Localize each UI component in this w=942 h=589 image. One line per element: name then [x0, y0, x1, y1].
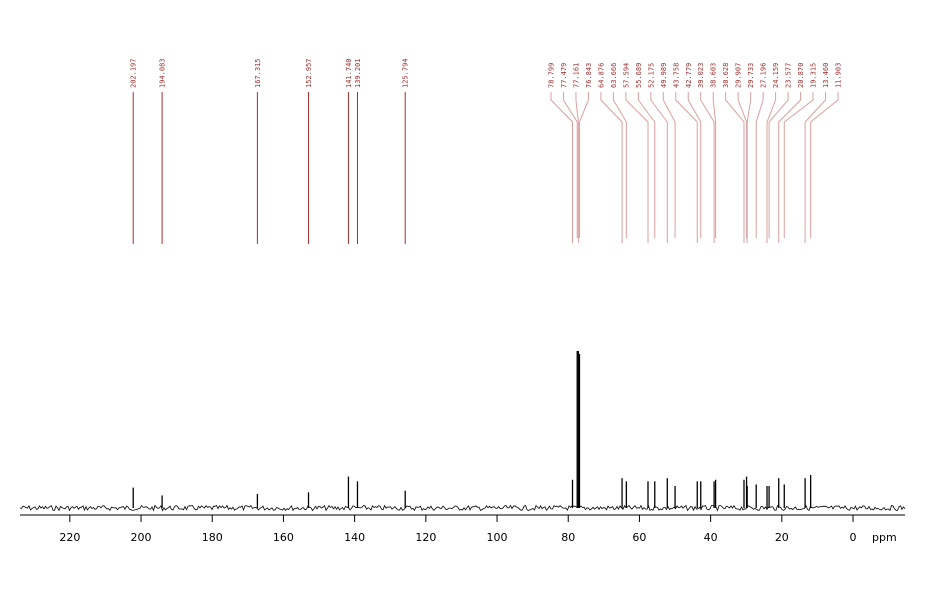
baseline-noise: [19, 504, 906, 512]
peak-pointer: [768, 92, 789, 238]
peak-pointer: [746, 92, 752, 243]
peak-label: 77.479: [560, 63, 568, 88]
peak-pointer: [662, 92, 676, 238]
x-tick-label: 80: [561, 531, 575, 544]
peak-pointer: [650, 92, 668, 243]
x-tick-label: 120: [415, 531, 436, 544]
x-tick-label: 180: [202, 531, 223, 544]
peak-label: 52.175: [647, 63, 655, 88]
peak-label: 63.666: [610, 63, 618, 88]
peak-label: 55.689: [635, 63, 643, 88]
peak-label: 77.161: [572, 63, 580, 88]
peak-label: 64.876: [597, 63, 605, 88]
peak-label: 19.315: [810, 63, 818, 88]
x-tick-label: 100: [487, 531, 508, 544]
peak-pointer: [783, 92, 814, 238]
peak-label: 125.794: [402, 58, 410, 88]
noise-trace: [19, 504, 906, 512]
peak-pointer: [700, 92, 715, 243]
x-tick-label: 200: [131, 531, 152, 544]
x-axis-label: ppm: [872, 531, 897, 544]
peak-pointer: [562, 92, 578, 238]
peak-label: 13.460: [822, 63, 830, 88]
peak-label: 43.758: [672, 63, 680, 88]
peak-pointer: [737, 92, 748, 238]
peak-pointer: [755, 92, 764, 238]
peak-pointer: [675, 92, 698, 243]
peak-label: 139.201: [354, 58, 362, 88]
peak-pointer: [766, 92, 777, 243]
peak-label: 49.989: [660, 63, 668, 88]
peak-label: 20.870: [797, 63, 805, 88]
peak-label: 141.740: [345, 58, 353, 88]
peak-pointer: [600, 92, 623, 243]
peak-pointer: [612, 92, 627, 238]
peak-label: 29.733: [747, 63, 755, 88]
x-tick-label: 60: [632, 531, 646, 544]
peak-pointer: [637, 92, 656, 238]
peak-label: 167.315: [254, 58, 262, 88]
peak-label: 24.159: [772, 63, 780, 88]
peak-label: 38.603: [710, 63, 718, 88]
peak-pointer: [712, 92, 717, 238]
peak-label: 194.083: [159, 58, 167, 88]
x-tick-label: 20: [775, 531, 789, 544]
peak-pointer: [778, 92, 802, 243]
peak-label: 76.843: [585, 63, 593, 88]
peak-label: 23.577: [785, 63, 793, 88]
peak-label: 152.957: [305, 58, 313, 88]
peak-pointer: [687, 92, 702, 238]
peak-label: 42.779: [685, 63, 693, 88]
peak-pointer: [550, 92, 574, 243]
x-tick-label: 140: [344, 531, 365, 544]
peak-pointer: [810, 92, 839, 238]
peak-label: 39.023: [697, 63, 705, 88]
peak-pointer: [725, 92, 745, 243]
x-tick-label: 220: [59, 531, 80, 544]
peak-label: 11.903: [835, 63, 843, 88]
peak-label: 29.907: [735, 63, 743, 88]
peak-label: 27.196: [760, 63, 768, 88]
peak-pointer: [575, 92, 579, 243]
peak-pointer: [578, 92, 589, 238]
peak-pointer: [625, 92, 649, 243]
peak-label: 57.594: [622, 63, 630, 88]
x-tick-label: 160: [273, 531, 294, 544]
peak-label: 202.197: [130, 58, 138, 88]
x-tick-label: 40: [704, 531, 718, 544]
peak-pointer: [804, 92, 827, 243]
x-tick-label: 0: [850, 531, 857, 544]
peak-label: 30.628: [722, 63, 730, 88]
peak-label: 78.799: [548, 63, 556, 88]
